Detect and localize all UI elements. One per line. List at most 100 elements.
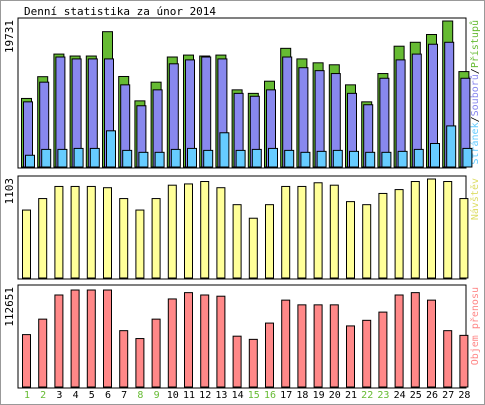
x-tick-label: 2: [40, 390, 46, 401]
bar-volume-23: [378, 311, 388, 388]
panel-visits-legend: Návštěv: [469, 178, 481, 220]
x-tick-label: 24: [394, 390, 406, 401]
bar-volume-7: [119, 330, 129, 388]
bar-volume-15: [248, 338, 258, 388]
panel-visits-ymax-label: 1103: [3, 178, 16, 205]
panel-volume-ymax-label: 112651: [3, 287, 16, 327]
panel-hits-legend: Stránek/Souborů/Přístupů: [469, 20, 481, 165]
bar-stránek-8: [138, 151, 149, 168]
chart-title: Denní statistika za únor 2014: [24, 5, 216, 18]
bar-visits-19: [313, 182, 323, 279]
bar-volume-21: [346, 325, 355, 388]
bar-volume-26: [427, 299, 436, 388]
bar-visits-20: [329, 184, 339, 279]
bar-visits-26: [427, 178, 436, 279]
bar-stránek-7: [122, 149, 133, 168]
bar-stránek-1: [25, 154, 35, 168]
bar-volume-8: [135, 338, 145, 388]
x-tick-label: 11: [183, 390, 195, 401]
bar-volume-16: [265, 322, 274, 388]
bar-visits-6: [103, 187, 112, 279]
bar-stránek-2: [41, 148, 52, 168]
legend-item: Přístupů: [469, 20, 481, 68]
bar-stránek-20: [332, 149, 343, 168]
bar-volume-22: [362, 319, 372, 388]
bar-stránek-9: [154, 151, 165, 168]
x-tick-label: 4: [73, 390, 79, 401]
x-tick-label: 19: [313, 390, 325, 401]
bar-volume-18: [297, 304, 307, 388]
bar-stránek-27: [446, 125, 457, 168]
bar-visits-8: [135, 209, 145, 279]
x-tick-label: 6: [105, 390, 111, 401]
bar-stránek-14: [235, 149, 246, 168]
bar-stránek-15: [251, 148, 262, 168]
bar-volume-28: [459, 334, 469, 388]
x-tick-label: 17: [280, 390, 292, 401]
bar-visits-18: [297, 185, 307, 279]
x-tick-label: 13: [215, 390, 227, 401]
x-tick-label: 28: [458, 390, 470, 401]
bar-visits-3: [54, 185, 64, 279]
bar-stránek-13: [219, 132, 230, 168]
bar-volume-9: [151, 318, 161, 388]
bar-visits-25: [410, 181, 420, 279]
bar-stránek-17: [284, 149, 295, 168]
x-tick-label: 12: [199, 390, 211, 401]
bar-volume-3: [54, 294, 64, 388]
bar-volume-14: [232, 335, 242, 388]
bar-visits-21: [346, 201, 355, 279]
bar-stránek-6: [106, 130, 116, 168]
bar-volume-6: [103, 289, 112, 388]
panel-hits-ymax-label: 19731: [3, 20, 16, 53]
x-tick-label: 23: [377, 390, 389, 401]
bar-visits-17: [281, 185, 291, 279]
bar-stránek-5: [89, 147, 100, 168]
bar-visits-24: [394, 189, 404, 279]
x-tick-label: 7: [121, 390, 127, 401]
bar-visits-28: [459, 198, 469, 279]
bar-volume-13: [216, 295, 226, 388]
bar-stránek-11: [187, 147, 197, 168]
bar-volume-19: [313, 304, 323, 388]
bar-volume-11: [184, 292, 193, 388]
bar-stránek-18: [300, 151, 311, 168]
bar-visits-16: [265, 204, 274, 279]
bar-visits-4: [70, 185, 80, 279]
bar-visits-2: [38, 198, 48, 279]
bar-visits-5: [86, 185, 96, 279]
x-tick-label: 1: [24, 390, 30, 401]
bar-visits-7: [119, 198, 129, 279]
bar-volume-17: [281, 299, 291, 388]
bar-volume-25: [410, 292, 420, 388]
bar-volume-27: [443, 330, 453, 388]
x-tick-label: 27: [442, 390, 454, 401]
bar-visits-22: [362, 204, 372, 279]
bar-stránek-25: [413, 148, 424, 168]
bar-stránek-21: [349, 150, 359, 168]
bar-visits-1: [22, 209, 31, 279]
bar-visits-12: [200, 181, 210, 279]
legend-separator: /: [470, 116, 481, 122]
bar-stránek-28: [462, 147, 473, 168]
bar-volume-10: [167, 298, 177, 388]
bar-visits-27: [443, 181, 453, 279]
x-tick-label: 3: [56, 390, 62, 401]
x-tick-label: 14: [232, 390, 244, 401]
x-tick-label: 10: [167, 390, 179, 401]
bar-visits-11: [184, 183, 193, 279]
x-tick-label: 16: [264, 390, 276, 401]
bar-visits-14: [232, 204, 242, 279]
x-tick-label: 8: [137, 390, 143, 401]
panel-volume-legend: Objem přenosu: [469, 287, 481, 365]
bar-visits-9: [151, 198, 161, 279]
x-tick-label: 20: [329, 390, 341, 401]
bar-volume-4: [70, 289, 80, 388]
legend-item: Souborů: [469, 74, 481, 116]
bar-stránek-4: [73, 147, 84, 168]
bar-volume-5: [86, 289, 96, 388]
x-tick-label: 9: [154, 390, 160, 401]
bar-volume-24: [394, 294, 404, 388]
legend-item: Návštěv: [469, 178, 481, 220]
